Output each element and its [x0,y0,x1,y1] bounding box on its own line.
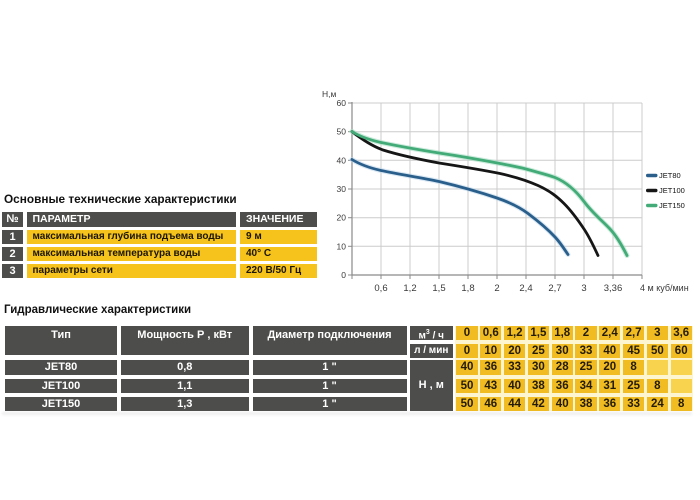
svg-text:Н,м: Н,м [322,89,337,99]
svg-text:1,5: 1,5 [432,283,445,294]
svg-text:10: 10 [337,241,347,251]
svg-text:3: 3 [581,283,586,294]
svg-text:JET80: JET80 [659,171,681,180]
svg-text:0,6: 0,6 [374,283,387,294]
svg-text:JET150: JET150 [659,201,685,210]
svg-text:40: 40 [337,155,347,165]
svg-text:2,4: 2,4 [519,283,532,294]
svg-text:JET100: JET100 [659,186,685,195]
svg-text:1,2: 1,2 [403,283,416,294]
svg-text:4 м куб/мин: 4 м куб/мин [640,283,689,293]
svg-text:0: 0 [341,270,346,280]
svg-text:20: 20 [337,213,347,223]
svg-text:1,8: 1,8 [461,283,474,294]
svg-text:50: 50 [337,127,347,137]
svg-text:3,36: 3,36 [604,283,623,294]
svg-text:60: 60 [337,98,347,108]
svg-text:30: 30 [337,184,347,194]
svg-text:2,7: 2,7 [548,283,561,294]
svg-text:2: 2 [494,283,499,294]
